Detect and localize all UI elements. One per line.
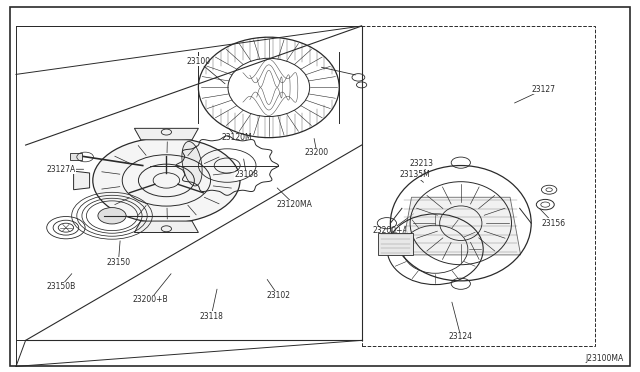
- Circle shape: [98, 208, 126, 224]
- Bar: [378, 232, 413, 255]
- Text: J23100MA: J23100MA: [586, 354, 624, 363]
- Text: 23127: 23127: [532, 85, 556, 94]
- Text: 23200: 23200: [305, 148, 329, 157]
- Circle shape: [93, 138, 240, 223]
- Ellipse shape: [182, 141, 202, 186]
- Text: 23200+A: 23200+A: [372, 226, 408, 235]
- Text: 23150B: 23150B: [46, 282, 76, 291]
- Polygon shape: [74, 171, 90, 190]
- Text: 23150: 23150: [106, 258, 131, 267]
- Text: 23127A: 23127A: [46, 165, 76, 174]
- Text: 23124: 23124: [449, 332, 473, 341]
- Polygon shape: [401, 197, 521, 255]
- Text: 23135M: 23135M: [399, 170, 430, 179]
- Text: 23156: 23156: [541, 219, 566, 228]
- Bar: [362, 26, 595, 346]
- Text: 23120MA: 23120MA: [276, 200, 312, 209]
- Text: 23108: 23108: [234, 170, 259, 179]
- Text: 23102: 23102: [266, 291, 291, 300]
- Text: 23118: 23118: [199, 312, 223, 321]
- Polygon shape: [70, 153, 82, 160]
- Text: 23100: 23100: [186, 57, 211, 66]
- Text: 23120M: 23120M: [221, 133, 252, 142]
- Text: 23200+B: 23200+B: [132, 295, 168, 304]
- Text: 23213: 23213: [409, 159, 433, 168]
- Polygon shape: [134, 221, 198, 232]
- Polygon shape: [134, 128, 198, 140]
